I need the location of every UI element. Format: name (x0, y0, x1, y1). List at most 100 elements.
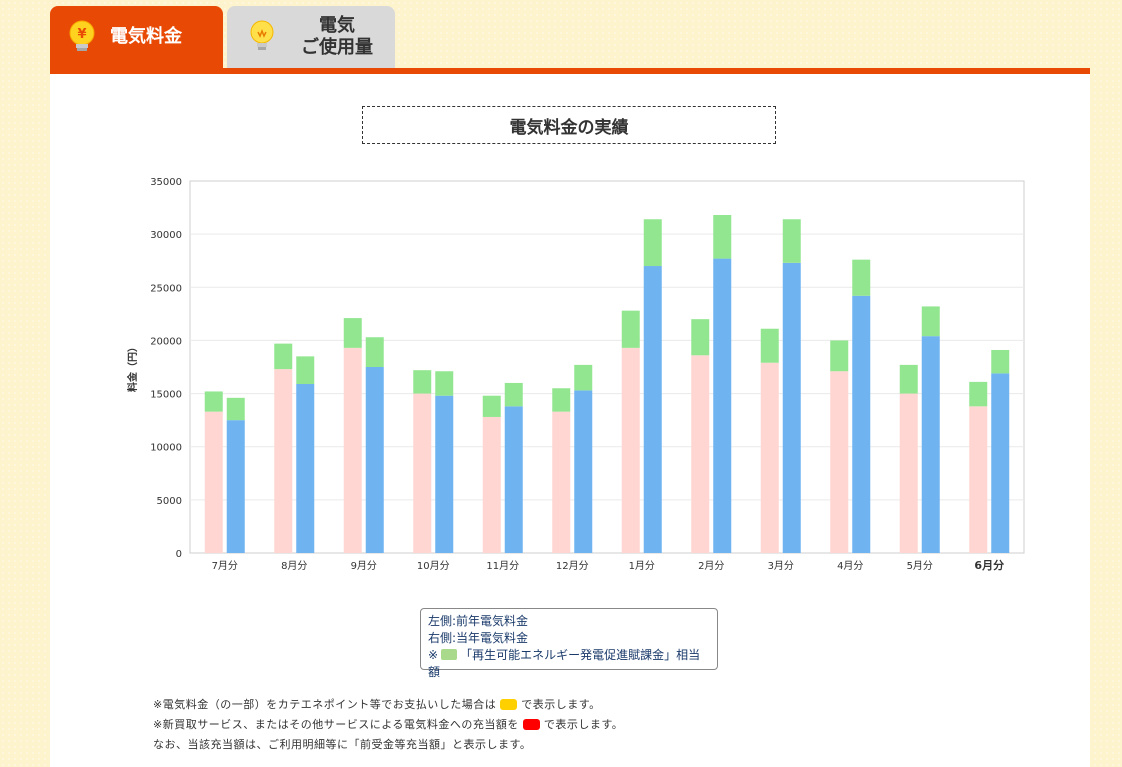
bar-curr-renewable (504, 382, 523, 407)
bar-prev-renewable (830, 340, 849, 372)
x-tick-label: 7月分 (212, 560, 238, 572)
bar-prev-year (413, 393, 432, 553)
bar-curr-year (782, 262, 801, 553)
renewable-swatch (441, 649, 458, 660)
tab-electricity-fee-label: 電気料金 (110, 26, 182, 47)
bar-prev-year (969, 406, 988, 553)
bar-prev-renewable (552, 388, 571, 412)
bar-prev-year (691, 355, 710, 553)
bar-prev-renewable (969, 381, 988, 407)
bar-prev-year (482, 416, 501, 553)
tab-electricity-fee[interactable]: ¥ 電気料金 (50, 6, 223, 68)
bar-prev-renewable (899, 364, 918, 394)
legend-renewable: ※ 「再生可能エネルギー発電促進賦課金」相当額 (428, 647, 710, 681)
bar-curr-renewable (782, 219, 801, 263)
x-tick-label: 1月分 (629, 560, 655, 572)
tab-electricity-usage-label: 電気 ご使用量 (297, 15, 377, 59)
tab-usage-label-line1: 電気 (319, 15, 355, 36)
chart-legend: 左側:前年電気料金 右側:当年電気料金 ※ 「再生可能エネルギー発電促進賦課金」相… (420, 608, 718, 679)
y-tick-label: 5000 (157, 496, 182, 507)
bar-curr-renewable (365, 337, 384, 367)
legend-note-prefix: ※ (428, 648, 439, 662)
bar-prev-renewable (760, 328, 779, 363)
bar-curr-year (643, 266, 662, 553)
bar-curr-year (435, 395, 454, 553)
bar-curr-year (852, 295, 871, 553)
note-line2-a: ※新買取サービス、またはその他サービスによる電気料金への充当額を (153, 718, 519, 731)
bar-curr-renewable (296, 356, 315, 385)
chart-panel: 電気料金の実績 0 5000 10000 15000 20000 25000 30000 35… (50, 74, 1090, 767)
bar-prev-renewable (204, 391, 223, 412)
chart-title: 電気料金の実績 (362, 106, 776, 144)
bar-curr-year (574, 390, 593, 553)
legend-right: 右側:当年電気料金 (428, 631, 529, 645)
bar-prev-year (552, 411, 571, 553)
x-tick-label: 8月分 (281, 560, 307, 572)
bar-curr-renewable (574, 364, 593, 391)
bar-curr-year (226, 420, 245, 553)
bar-curr-renewable (921, 306, 940, 337)
note-line1: ※電気料金（の一部）をカテエネポイント等でお支払いした場合は で表示します。 (153, 695, 623, 715)
legend-note-text: 「再生可能エネルギー発電促進賦課金」相当額 (428, 648, 701, 679)
bar-prev-year (343, 347, 362, 553)
legend-left: 左側:前年電気料金 (428, 614, 529, 628)
bar-curr-renewable (226, 397, 245, 421)
point-payment-swatch (500, 699, 518, 710)
bar-curr-year (365, 367, 384, 553)
tab-usage-label-line2: ご使用量 (301, 37, 373, 58)
bar-prev-year (760, 362, 779, 553)
tab-electricity-usage[interactable]: 電気 ご使用量 (227, 6, 395, 68)
y-axis-label: 料金（円） (126, 342, 139, 392)
bar-curr-year (921, 336, 940, 553)
bar-prev-year (204, 411, 223, 553)
x-tick-label: 5月分 (907, 560, 933, 572)
yen-bulb-icon: ¥ (68, 20, 96, 54)
y-tick-label: 10000 (150, 443, 182, 454)
bar-curr-renewable (435, 371, 454, 396)
y-tick-label: 30000 (150, 230, 182, 241)
x-tick-label: 11月分 (486, 560, 519, 572)
bar-prev-year (274, 369, 293, 553)
bar-curr-year (991, 373, 1010, 553)
svg-text:¥: ¥ (77, 27, 86, 42)
bar-curr-renewable (852, 259, 871, 296)
bar-prev-year (621, 347, 640, 553)
note-line1-a: ※電気料金（の一部）をカテエネポイント等でお支払いした場合は (153, 698, 497, 711)
lightbulb-icon (249, 20, 275, 54)
note-line1-b: で表示します。 (521, 698, 601, 711)
bar-curr-year (296, 384, 315, 553)
x-tick-label: 2月分 (698, 560, 724, 572)
y-tick-label: 20000 (150, 336, 182, 347)
bar-curr-renewable (643, 219, 662, 267)
y-tick-label: 15000 (150, 390, 182, 401)
x-tick-label: 6月分 (974, 558, 1004, 572)
bar-curr-renewable (713, 215, 732, 259)
y-tick-label: 25000 (150, 283, 182, 294)
x-tick-label: 9月分 (351, 560, 377, 572)
bar-prev-renewable (343, 318, 362, 348)
note-line2-b: で表示します。 (543, 718, 624, 731)
bar-curr-year (713, 258, 732, 553)
note-line3: なお、当該充当額は、ご利用明細等に「前受金等充当額」と表示します。 (153, 738, 532, 751)
x-tick-label: 10月分 (417, 560, 450, 572)
bar-curr-renewable (991, 349, 1010, 374)
y-tick-label: 0 (176, 549, 182, 560)
bar-curr-year (504, 406, 523, 553)
bar-chart: 0 5000 10000 15000 20000 25000 30000 35000 料金（円）… (126, 177, 1025, 572)
y-tick-label: 35000 (150, 177, 182, 188)
bar-prev-renewable (691, 319, 710, 356)
tab-underline (50, 68, 1090, 74)
sales-credit-swatch (522, 719, 540, 730)
x-tick-label: 4月分 (837, 560, 863, 572)
bar-prev-year (899, 393, 918, 553)
bar-prev-renewable (482, 395, 501, 417)
x-tick-label: 12月分 (556, 560, 589, 572)
notes: ※電気料金（の一部）をカテエネポイント等でお支払いした場合は で表示します。 ※新… (153, 695, 623, 755)
bar-prev-year (830, 371, 849, 553)
x-tick-label: 3月分 (768, 560, 794, 572)
bar-prev-renewable (413, 370, 432, 394)
bar-prev-renewable (621, 310, 640, 348)
bar-prev-renewable (274, 343, 293, 370)
note-line2: ※新買取サービス、またはその他サービスによる電気料金への充当額を で表示します。 (153, 715, 623, 735)
plot-area (189, 180, 1025, 554)
